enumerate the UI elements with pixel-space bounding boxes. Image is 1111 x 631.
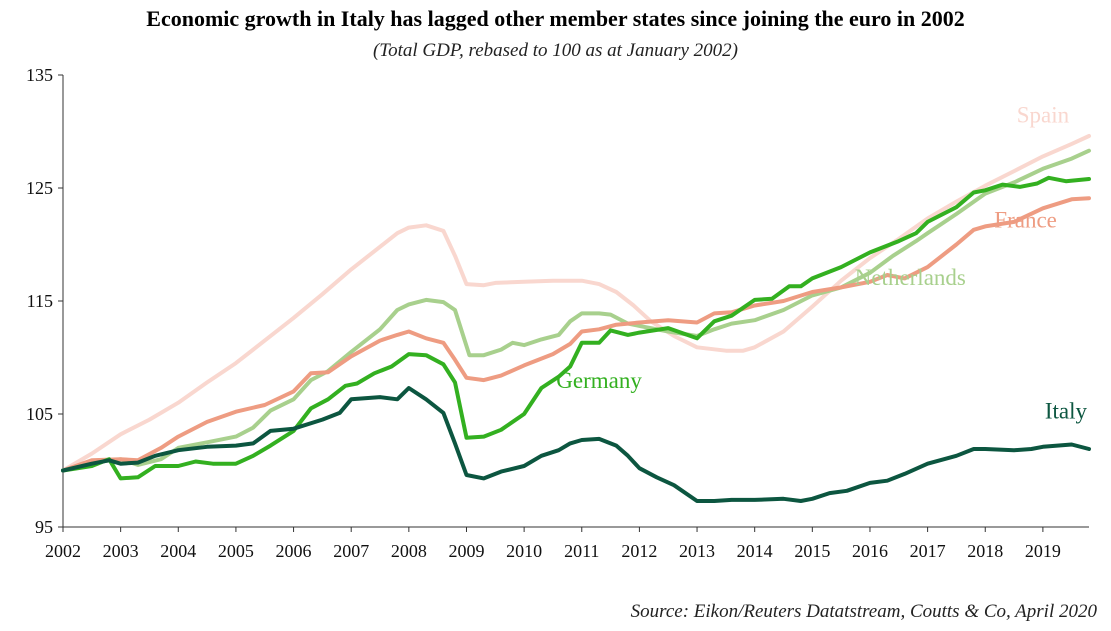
chart-subtitle: (Total GDP, rebased to 100 as at January… [372, 40, 739, 61]
x-tick-label: 2006 [276, 541, 312, 561]
y-tick-label: 105 [26, 404, 53, 424]
series-line-netherlands [61, 148, 1091, 473]
series-label-italy: Italy [1045, 399, 1088, 424]
chart-axes: 95 105 115 125 135 2002 2003 2004 2005 2006 2007 20… [26, 65, 1089, 561]
x-tick-label: 2008 [391, 541, 427, 561]
x-tick-label: 2004 [160, 541, 196, 561]
x-tick-label: 2016 [852, 541, 888, 561]
y-tick-label: 125 [26, 178, 53, 198]
x-tick-label: 2003 [103, 541, 139, 561]
x-tick-label: 2017 [910, 541, 946, 561]
x-tick-label: 2013 [679, 541, 715, 561]
y-tick-label: 115 [27, 291, 53, 311]
source-note: Source: Eikon/Reuters Datatstream, Coutt… [630, 601, 1097, 622]
series-lines [61, 134, 1091, 503]
x-tick-label: 2005 [218, 541, 254, 561]
x-tick-label: 2002 [45, 541, 81, 561]
chart-title: Economic growth in Italy has lagged othe… [146, 6, 965, 31]
x-tick-label: 2012 [621, 541, 657, 561]
x-tick-label: 2010 [506, 541, 542, 561]
x-tick-label: 2018 [967, 541, 1003, 561]
x-tick-label: 2007 [333, 541, 369, 561]
y-tick-label: 95 [35, 517, 53, 537]
series-label-spain: Spain [1017, 102, 1070, 127]
x-tick-label: 2014 [737, 541, 773, 561]
x-tick-label: 2015 [794, 541, 830, 561]
series-label-france: France [994, 208, 1057, 233]
x-tick-label: 2019 [1025, 541, 1061, 561]
series-line-italy [61, 386, 1091, 503]
series-line-germany [61, 175, 1091, 481]
series-label-germany: Germany [556, 368, 642, 393]
x-tick-label: 2011 [564, 541, 599, 561]
series-line-france [61, 196, 1091, 473]
x-tick-label: 2009 [448, 541, 484, 561]
series-label-netherlands: Netherlands [855, 265, 966, 290]
y-tick-label: 135 [26, 65, 53, 85]
series-labels: Spain France Netherlands Germany Italy [556, 102, 1087, 423]
